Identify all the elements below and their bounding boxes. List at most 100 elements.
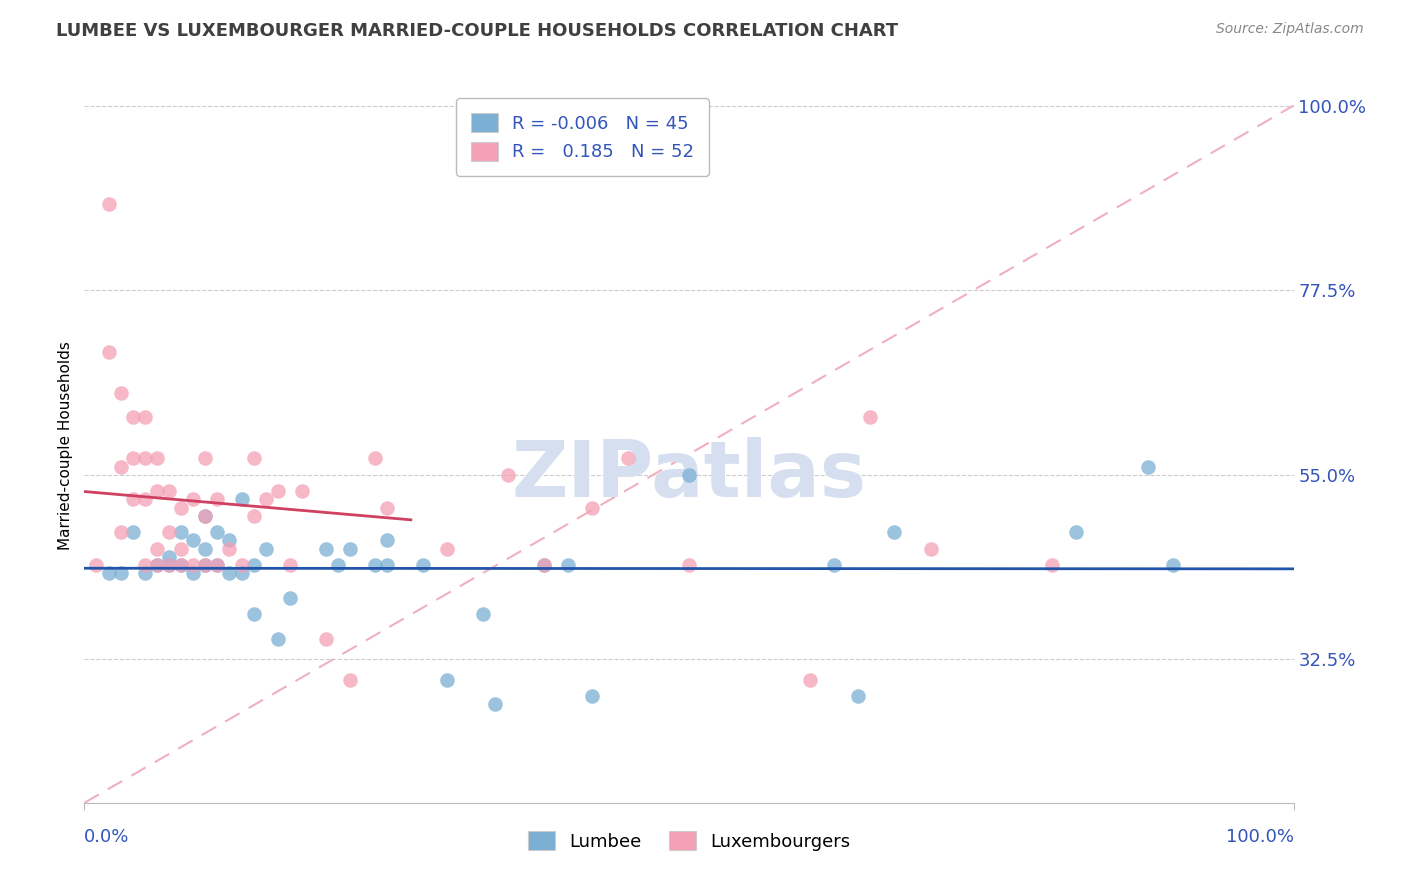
Point — [207, 558, 229, 572]
Point — [799, 673, 821, 687]
Point — [412, 558, 434, 572]
Point — [170, 558, 193, 572]
Point — [194, 508, 217, 523]
Point — [231, 492, 253, 507]
Point — [157, 558, 180, 572]
Point — [533, 558, 555, 572]
Point — [231, 558, 253, 572]
Point — [146, 541, 169, 556]
Point — [157, 558, 180, 572]
Point — [157, 525, 180, 540]
Point — [375, 533, 398, 548]
Point — [218, 541, 240, 556]
Point — [278, 591, 301, 605]
Point — [1064, 525, 1087, 540]
Point — [254, 492, 277, 507]
Point — [146, 484, 169, 499]
Point — [134, 451, 156, 466]
Point — [581, 500, 603, 515]
Point — [170, 525, 193, 540]
Point — [194, 558, 217, 572]
Point — [146, 451, 169, 466]
Point — [170, 541, 193, 556]
Point — [1161, 558, 1184, 572]
Point — [218, 533, 240, 548]
Text: 0.0%: 0.0% — [84, 828, 129, 846]
Point — [181, 533, 204, 548]
Point — [181, 492, 204, 507]
Point — [242, 607, 264, 622]
Point — [110, 459, 132, 474]
Legend: Lumbee, Luxembourgers: Lumbee, Luxembourgers — [520, 824, 858, 858]
Point — [242, 451, 264, 466]
Point — [110, 525, 132, 540]
Text: Source: ZipAtlas.com: Source: ZipAtlas.com — [1216, 22, 1364, 37]
Point — [472, 607, 495, 622]
Point — [859, 410, 882, 425]
Point — [207, 492, 229, 507]
Point — [328, 558, 350, 572]
Point — [254, 541, 277, 556]
Point — [157, 549, 180, 564]
Point — [121, 492, 143, 507]
Point — [267, 484, 290, 499]
Point — [267, 632, 290, 646]
Point — [146, 558, 169, 572]
Point — [920, 541, 942, 556]
Point — [242, 508, 264, 523]
Point — [134, 558, 156, 572]
Point — [207, 558, 229, 572]
Point — [617, 451, 640, 466]
Point — [97, 197, 120, 211]
Point — [194, 541, 217, 556]
Point — [823, 558, 845, 572]
Point — [1137, 459, 1160, 474]
Y-axis label: Married-couple Households: Married-couple Households — [58, 342, 73, 550]
Point — [170, 500, 193, 515]
Point — [242, 558, 264, 572]
Point — [278, 558, 301, 572]
Point — [181, 558, 204, 572]
Point — [146, 558, 169, 572]
Text: ZIPatlas: ZIPatlas — [512, 436, 866, 513]
Point — [97, 566, 120, 581]
Point — [86, 558, 108, 572]
Point — [339, 673, 361, 687]
Text: 100.0%: 100.0% — [1226, 828, 1294, 846]
Point — [883, 525, 905, 540]
Point — [121, 525, 143, 540]
Text: LUMBEE VS LUXEMBOURGER MARRIED-COUPLE HOUSEHOLDS CORRELATION CHART: LUMBEE VS LUXEMBOURGER MARRIED-COUPLE HO… — [56, 22, 898, 40]
Point — [157, 484, 180, 499]
Point — [231, 566, 253, 581]
Point — [97, 344, 120, 359]
Point — [170, 558, 193, 572]
Point — [436, 673, 458, 687]
Point — [110, 385, 132, 400]
Point — [218, 566, 240, 581]
Point — [339, 541, 361, 556]
Point — [194, 508, 217, 523]
Point — [436, 541, 458, 556]
Point — [1040, 558, 1063, 572]
Point — [110, 566, 132, 581]
Point — [121, 451, 143, 466]
Point — [557, 558, 579, 572]
Point — [375, 558, 398, 572]
Point — [291, 484, 314, 499]
Point — [496, 467, 519, 482]
Point — [315, 632, 337, 646]
Point — [484, 698, 506, 712]
Point — [194, 558, 217, 572]
Point — [375, 500, 398, 515]
Point — [315, 541, 337, 556]
Point — [363, 451, 385, 466]
Point — [134, 566, 156, 581]
Point — [678, 558, 700, 572]
Point — [581, 689, 603, 703]
Point — [678, 467, 700, 482]
Point — [846, 689, 869, 703]
Point — [194, 451, 217, 466]
Point — [121, 410, 143, 425]
Point — [363, 558, 385, 572]
Point — [207, 525, 229, 540]
